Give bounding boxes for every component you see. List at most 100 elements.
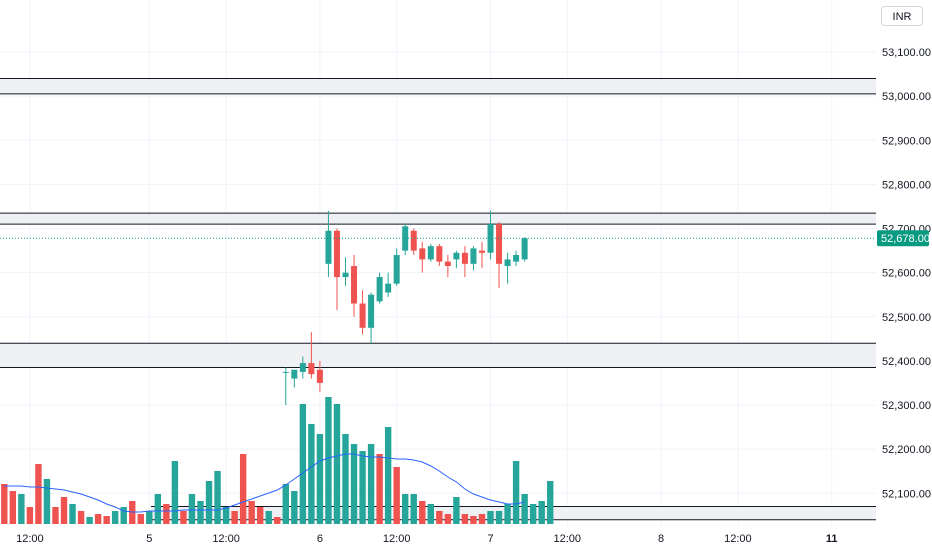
volume-bar bbox=[367, 444, 375, 524]
price-tick-label: 52,300.00 bbox=[882, 400, 931, 412]
candle-body bbox=[333, 230, 340, 278]
volume-bar bbox=[239, 454, 247, 524]
volume-bar bbox=[350, 444, 358, 524]
candle-body bbox=[427, 246, 434, 260]
volume-bar bbox=[529, 504, 537, 524]
last-price-badge: 52,678.00 bbox=[877, 230, 930, 247]
volume-bar bbox=[436, 511, 443, 524]
candle-body bbox=[419, 248, 426, 260]
volume-bar bbox=[257, 507, 264, 524]
candle-body bbox=[368, 294, 375, 328]
volume-bar bbox=[120, 507, 127, 524]
candle-body bbox=[504, 259, 511, 267]
price-tick-label: 53,000.00 bbox=[882, 91, 931, 103]
last-price-label: 52,678.00 bbox=[881, 233, 930, 245]
volume-bar bbox=[444, 514, 452, 524]
zone-fill bbox=[0, 78, 876, 94]
price-axis[interactable]: 53,100.0053,000.0052,900.0052,800.0052,7… bbox=[882, 47, 931, 500]
time-tick-label: 6 bbox=[317, 533, 323, 545]
volume-bar bbox=[146, 511, 153, 524]
volume-bar bbox=[384, 427, 392, 524]
volume-bar bbox=[163, 504, 170, 524]
candle-body bbox=[521, 238, 528, 260]
price-tick-label: 52,900.00 bbox=[882, 135, 931, 147]
candle-body bbox=[436, 246, 443, 262]
time-tick-label: 12:00 bbox=[212, 533, 240, 545]
volume-bar bbox=[188, 494, 196, 524]
candle-body bbox=[461, 252, 468, 264]
volume-bar bbox=[248, 501, 255, 524]
candle-body bbox=[351, 266, 358, 304]
volume-bar bbox=[427, 504, 434, 524]
price-tick-label: 52,500.00 bbox=[882, 312, 931, 324]
volume-bar bbox=[197, 501, 204, 524]
candle-body bbox=[299, 363, 306, 372]
candle-body bbox=[393, 254, 400, 284]
volume-bar bbox=[316, 434, 324, 524]
candle-body bbox=[325, 230, 332, 264]
volume-bar bbox=[512, 461, 520, 524]
volume-bar bbox=[282, 484, 289, 524]
volume-moving-average-line bbox=[4, 453, 525, 513]
volume-bar bbox=[461, 514, 469, 524]
zone-fill bbox=[0, 343, 876, 368]
zone-fill bbox=[0, 213, 876, 225]
volume-bar bbox=[205, 481, 213, 524]
price-zones bbox=[0, 77, 877, 521]
volume-bar bbox=[325, 397, 332, 524]
price-tick-label: 52,400.00 bbox=[882, 356, 931, 368]
volume-bar bbox=[342, 434, 349, 524]
candle-body bbox=[453, 252, 460, 260]
currency-selector[interactable]: INR bbox=[881, 6, 923, 26]
last-price-badge-bg bbox=[877, 230, 929, 247]
volume-bar bbox=[495, 511, 503, 524]
price-tick-label: 52,600.00 bbox=[882, 268, 931, 280]
volume-bar bbox=[94, 514, 102, 524]
volume-bar bbox=[1, 484, 8, 524]
volume-bar bbox=[308, 424, 315, 524]
volume-bar bbox=[299, 404, 307, 524]
volume-bar bbox=[521, 494, 528, 524]
candle-body bbox=[316, 369, 323, 383]
time-tick-label: 12:00 bbox=[16, 533, 44, 545]
volume-bar bbox=[214, 471, 221, 524]
volume-bar bbox=[402, 494, 409, 524]
volume-bar bbox=[538, 501, 545, 524]
candle-body bbox=[478, 250, 485, 253]
volume-bar bbox=[35, 464, 42, 524]
candle-body bbox=[291, 369, 298, 379]
time-tick-label: 7 bbox=[487, 533, 493, 545]
volume-bar bbox=[18, 494, 25, 524]
volume-bar bbox=[43, 479, 51, 524]
price-tick-label: 53,100.00 bbox=[882, 47, 931, 59]
volume-bar bbox=[52, 507, 59, 524]
candle-body bbox=[359, 303, 366, 328]
volume-bar bbox=[410, 494, 417, 524]
time-tick-label: 8 bbox=[658, 533, 664, 545]
candle-body bbox=[444, 261, 451, 267]
volume-bars bbox=[1, 397, 554, 524]
volume-bar bbox=[393, 467, 400, 524]
volume-bar bbox=[487, 511, 494, 524]
candle-body bbox=[410, 230, 417, 251]
volume-bar bbox=[69, 504, 76, 524]
time-tick-label: 12:00 bbox=[554, 533, 582, 545]
candle-body bbox=[513, 254, 520, 262]
time-axis[interactable]: 12:00 5 12:00 6 12:00 7 12:00 8 12:00 11 bbox=[16, 533, 837, 545]
volume-bar bbox=[9, 491, 17, 524]
volume-bar bbox=[154, 494, 162, 524]
time-tick-label: 12:00 bbox=[383, 533, 411, 545]
price-tick-label: 52,200.00 bbox=[882, 444, 931, 456]
volume-bar bbox=[265, 511, 272, 524]
price-tick-label: 52,100.00 bbox=[882, 488, 931, 500]
volume-bar bbox=[376, 454, 383, 524]
volume-bar bbox=[359, 451, 366, 524]
price-tick-label: 52,800.00 bbox=[882, 179, 931, 191]
candle-body bbox=[385, 283, 392, 293]
volume-bar bbox=[547, 481, 554, 524]
volume-bar bbox=[453, 497, 460, 524]
candles bbox=[282, 210, 528, 406]
candle-body bbox=[282, 371, 289, 373]
volume-bar bbox=[26, 507, 34, 524]
